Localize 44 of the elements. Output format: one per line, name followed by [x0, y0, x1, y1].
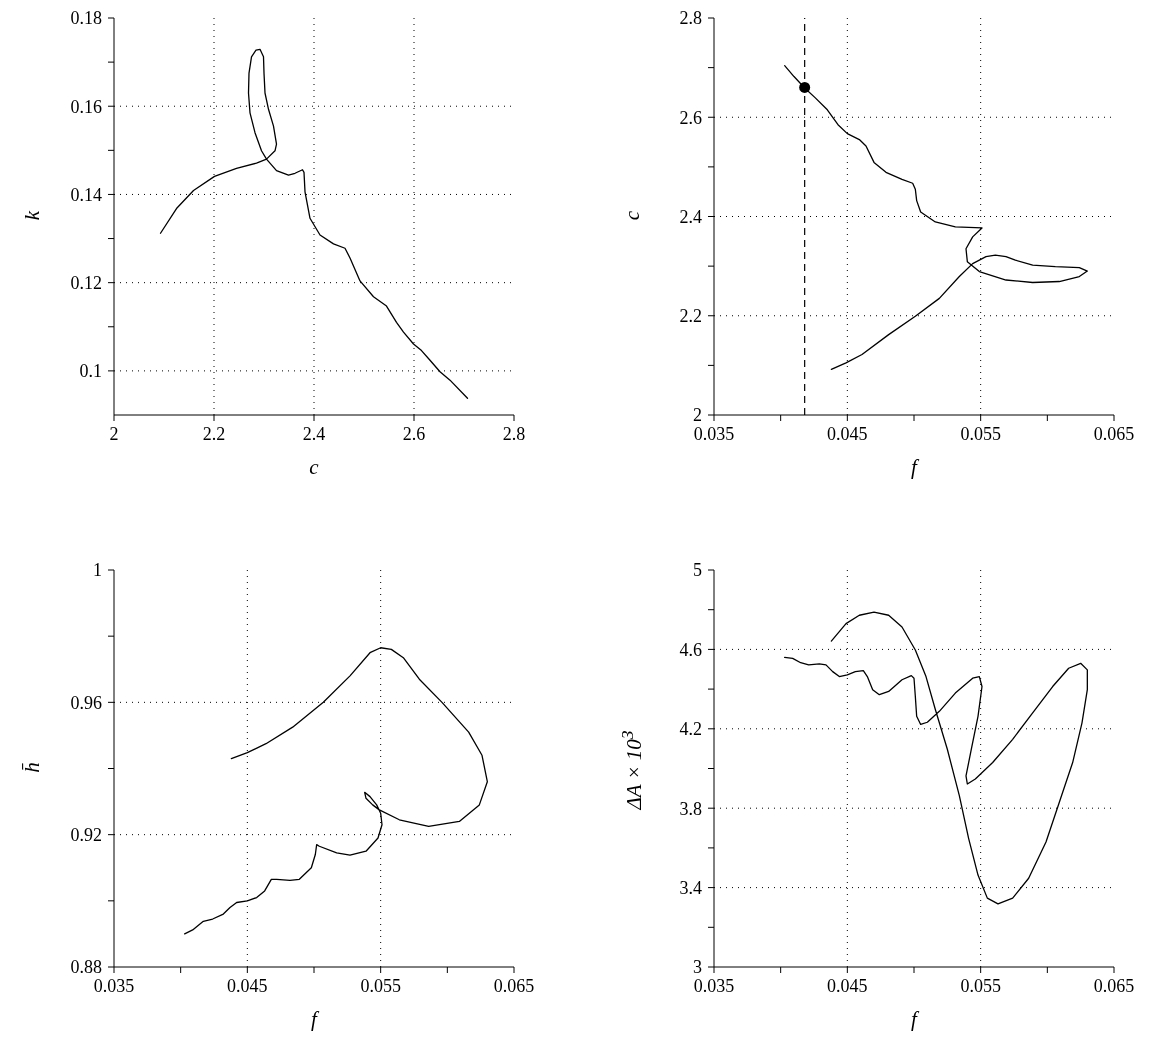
- x-tick-label: 0.065: [493, 975, 535, 996]
- x-tick-label: 0.045: [827, 975, 868, 996]
- x-tick-label: 0.065: [1093, 423, 1135, 444]
- x-tick-label: 2.2: [202, 423, 226, 444]
- y-tick-label: 0.14: [70, 184, 102, 205]
- y-axis-title: h̄: [19, 760, 45, 775]
- y-tick-label: 1: [93, 560, 102, 581]
- y-tick-label: 0.92: [70, 825, 102, 846]
- x-tick-label: 0.035: [693, 975, 735, 996]
- y-tick-label: 0.12: [70, 273, 102, 294]
- y-tick-label: 3.4: [679, 877, 702, 898]
- y-tick-label: 2.6: [679, 107, 702, 128]
- y-tick-label: 0.96: [70, 692, 102, 713]
- y-tick-label: 2.2: [679, 306, 702, 327]
- y-tick-label: 0.1: [79, 361, 102, 382]
- y-tick-label: 0.18: [70, 8, 102, 29]
- x-tick-label: 0.055: [960, 423, 1001, 444]
- y-axis-title: k: [19, 209, 45, 222]
- y-tick-label: 4.2: [679, 719, 702, 740]
- x-tick-label: 2.4: [302, 423, 326, 444]
- x-tick-label: 0.055: [960, 975, 1001, 996]
- y-tick-label: 2: [693, 405, 702, 426]
- y-tick-label: 2.8: [679, 8, 702, 29]
- y-tick-label: 0.16: [70, 96, 102, 117]
- x-axis-title: f: [310, 1007, 320, 1032]
- x-axis-title: c: [308, 455, 320, 480]
- y-tick-label: 0.88: [70, 957, 102, 978]
- x-axis-title: f: [910, 455, 920, 480]
- y-tick-label: 3: [693, 957, 702, 978]
- y-tick-label: 3.8: [679, 798, 702, 819]
- x-tick-label: 0.055: [360, 975, 401, 996]
- x-tick-label: 0.065: [1093, 975, 1135, 996]
- x-tick-label: 0.035: [93, 975, 135, 996]
- x-tick-label: 2.6: [402, 423, 426, 444]
- x-tick-label: 0.035: [693, 423, 735, 444]
- x-tick-label: 0.045: [227, 975, 268, 996]
- y-axis-title: c: [619, 209, 645, 222]
- y-tick-label: 2.4: [679, 206, 702, 227]
- x-tick-label: 0.045: [827, 423, 868, 444]
- x-tick-label: 2: [109, 423, 119, 444]
- x-axis-title: f: [910, 1007, 920, 1032]
- x-tick-label: 2.8: [502, 423, 526, 444]
- y-tick-label: 5: [693, 560, 702, 581]
- y-tick-label: 4.6: [679, 639, 702, 660]
